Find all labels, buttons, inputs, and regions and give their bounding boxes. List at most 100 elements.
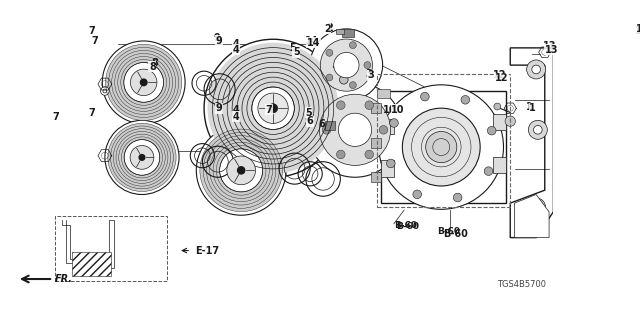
Circle shape (130, 146, 154, 169)
Circle shape (532, 65, 540, 74)
Circle shape (140, 78, 148, 86)
Circle shape (269, 104, 278, 113)
Text: 4: 4 (232, 105, 239, 115)
Circle shape (204, 39, 342, 177)
Circle shape (339, 113, 372, 147)
Circle shape (387, 159, 395, 168)
Circle shape (337, 101, 345, 109)
Text: 14: 14 (305, 36, 319, 46)
Text: 13: 13 (545, 44, 559, 55)
Text: 8: 8 (149, 62, 156, 72)
Text: 3: 3 (365, 69, 372, 79)
Circle shape (100, 87, 109, 95)
Text: E-17: E-17 (195, 245, 220, 256)
Bar (378, 89, 390, 98)
Text: 4: 4 (232, 39, 239, 49)
Circle shape (339, 76, 348, 84)
Bar (342, 29, 354, 37)
Text: 14: 14 (307, 38, 321, 48)
Circle shape (484, 167, 493, 175)
Circle shape (349, 42, 356, 49)
Text: 4: 4 (232, 112, 239, 122)
Text: B-60: B-60 (437, 227, 460, 236)
Text: 12: 12 (495, 73, 508, 83)
Text: 8: 8 (152, 59, 158, 68)
Circle shape (505, 116, 515, 126)
Bar (336, 29, 344, 34)
Circle shape (529, 120, 547, 139)
Bar (72, 252, 111, 276)
Circle shape (102, 41, 185, 124)
Circle shape (207, 43, 339, 174)
Circle shape (131, 69, 157, 96)
Circle shape (379, 85, 504, 209)
Text: 5: 5 (304, 112, 311, 122)
Text: 5: 5 (305, 108, 312, 117)
Text: 6: 6 (307, 116, 314, 126)
Text: 11: 11 (636, 24, 640, 34)
Circle shape (461, 95, 470, 104)
Circle shape (527, 198, 546, 217)
Circle shape (426, 132, 457, 163)
Text: 7: 7 (52, 112, 59, 122)
Circle shape (124, 140, 160, 175)
Circle shape (319, 94, 390, 165)
Text: B-60: B-60 (394, 221, 417, 230)
Text: B-60: B-60 (443, 229, 468, 239)
Text: 10: 10 (392, 105, 405, 115)
Circle shape (106, 44, 182, 120)
Text: 6: 6 (319, 119, 326, 129)
Text: 7: 7 (91, 36, 98, 46)
Polygon shape (510, 48, 554, 238)
Text: 2: 2 (326, 23, 333, 33)
Text: 9: 9 (214, 101, 220, 112)
Circle shape (337, 150, 345, 159)
Circle shape (138, 154, 145, 161)
Text: 5: 5 (289, 43, 296, 53)
Bar (371, 138, 381, 148)
Circle shape (534, 125, 542, 134)
Bar (493, 157, 506, 173)
Circle shape (252, 87, 294, 130)
Circle shape (390, 119, 398, 127)
Text: TGS4B5700: TGS4B5700 (497, 280, 547, 289)
Bar (325, 121, 335, 130)
Circle shape (320, 39, 372, 91)
Text: 3: 3 (367, 70, 374, 80)
Text: 1: 1 (529, 103, 536, 113)
Circle shape (258, 93, 288, 124)
Circle shape (420, 92, 429, 101)
Circle shape (326, 74, 333, 81)
Circle shape (333, 52, 359, 78)
Text: 10: 10 (383, 105, 396, 115)
Text: 7: 7 (88, 108, 95, 117)
Circle shape (403, 108, 480, 186)
Circle shape (227, 156, 255, 185)
Bar (381, 119, 394, 134)
Circle shape (453, 193, 462, 202)
Circle shape (200, 129, 282, 212)
Circle shape (308, 82, 403, 177)
Circle shape (494, 103, 500, 110)
Text: 11: 11 (635, 26, 640, 36)
Circle shape (413, 190, 422, 199)
Text: B-60: B-60 (396, 222, 419, 231)
Bar (376, 74, 510, 207)
Text: 12: 12 (493, 70, 507, 80)
Circle shape (326, 49, 333, 56)
Text: 5: 5 (293, 47, 300, 57)
Circle shape (108, 123, 176, 192)
Text: 2: 2 (324, 24, 331, 34)
Text: 4: 4 (232, 44, 239, 55)
Text: 7: 7 (88, 26, 95, 36)
Polygon shape (62, 220, 113, 268)
Circle shape (237, 166, 246, 175)
Circle shape (349, 82, 356, 89)
Bar (381, 160, 394, 177)
Circle shape (364, 62, 371, 68)
Text: 9: 9 (216, 36, 222, 46)
Circle shape (322, 125, 331, 134)
Circle shape (379, 125, 388, 134)
Circle shape (532, 203, 540, 212)
Circle shape (105, 120, 179, 195)
